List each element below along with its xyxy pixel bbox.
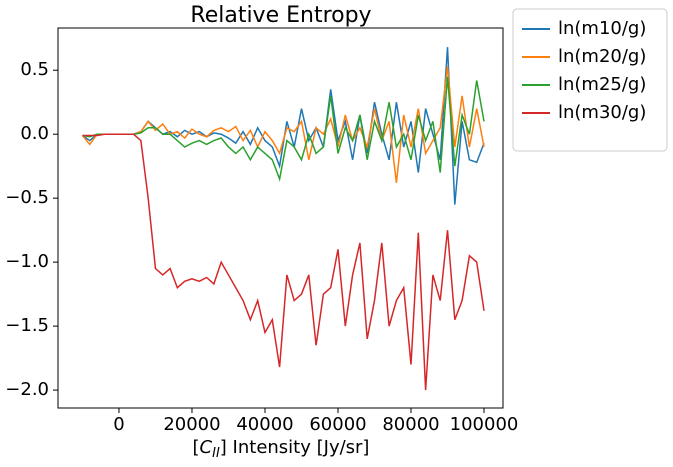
series-line [82,47,485,205]
y-tick-label: −1.5 [5,315,49,336]
legend-label: ln(m10/g) [558,18,646,39]
x-axis-label: [CII] Intensity [Jy/sr] [193,437,370,461]
x-tick-label: 0 [113,414,124,435]
x-tick-label: 60000 [309,414,366,435]
y-tick-label: −2.0 [5,379,49,400]
series-line [81,66,485,183]
x-tick-label: 100000 [450,414,519,435]
legend-label: ln(m25/g) [558,74,646,95]
y-tick-label: 0.0 [20,123,49,144]
x-label-part: [ [193,437,200,458]
x-label-part: II [212,446,220,461]
x-tick-label: 20000 [163,414,220,435]
legend-box [512,8,668,152]
y-tick-label: −1.0 [5,251,49,272]
legend-label: ln(m20/g) [558,46,646,67]
x-tick-label: 80000 [382,414,439,435]
legend-label: ln(m30/g) [558,102,646,123]
series-line [82,133,485,391]
chart-title: Relative Entropy [190,3,371,28]
series-line [82,76,485,182]
y-tick-label: −0.5 [5,187,49,208]
plot-frame [57,27,504,409]
x-label-part: C [200,437,213,458]
x-tick-label: 40000 [236,414,293,435]
y-tick-label: 0.5 [20,59,49,80]
x-label-part: ] Intensity [Jy/sr] [220,437,370,458]
